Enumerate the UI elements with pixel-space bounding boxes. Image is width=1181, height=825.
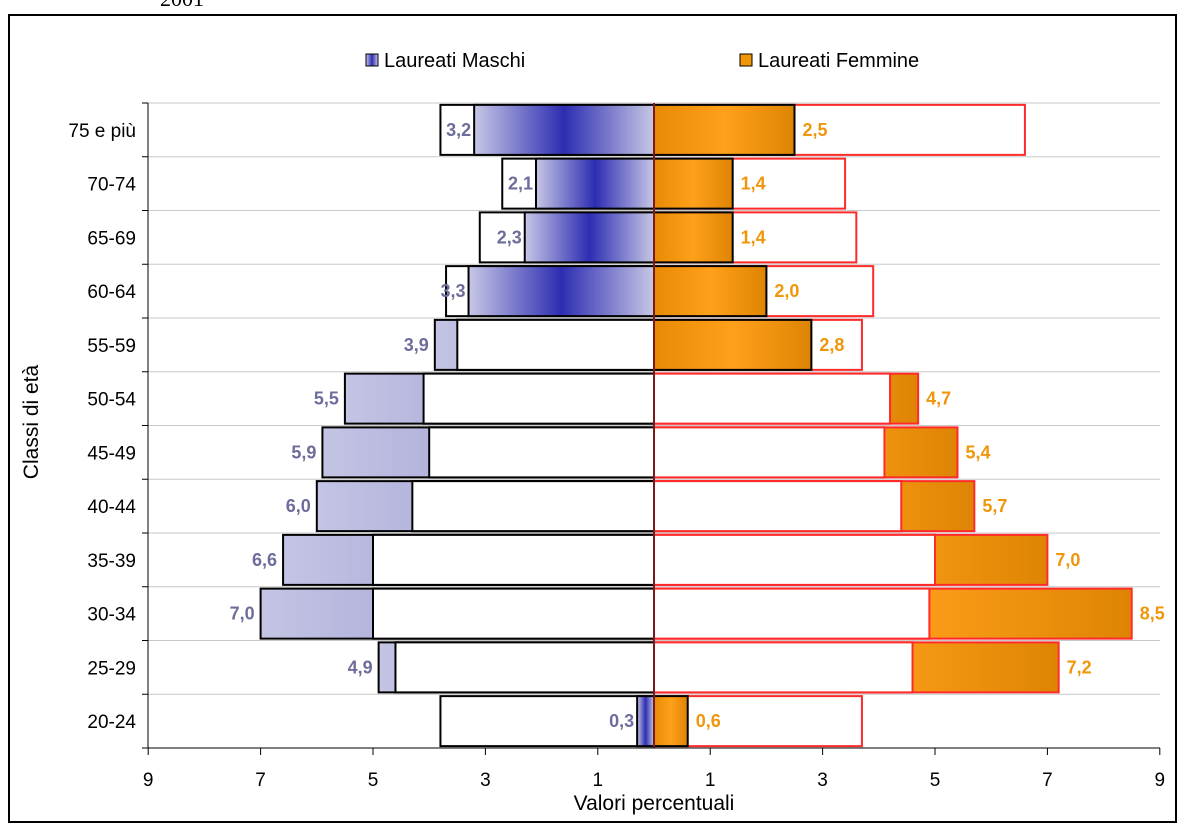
male-population-overlay-bar [428,426,656,479]
category-label: 50-54 [87,390,136,411]
x-tick-label: 7 [1042,770,1053,791]
x-tick-label: 7 [255,770,266,791]
male-value-label: 3,3 [441,281,466,301]
male-population-overlay-bar [372,587,655,640]
male-value-label: 7,0 [230,604,255,624]
x-axis-title: Valori percentuali [574,792,735,815]
female-value-label: 5,4 [965,442,990,462]
male-value-label: 2,1 [508,174,533,194]
x-tick-label: 9 [1155,770,1166,791]
female-value-label: 2,8 [819,335,844,355]
legend-swatch-male [365,53,379,67]
female-value-label: 7,0 [1055,550,1080,570]
male-value-label: 6,6 [252,550,277,570]
female-value-label: 0,6 [696,711,721,731]
axes: 75 e più 70-74 65-69 60-64 55-59 50-54 45-49 40… [68,102,1166,791]
male-value-label: 5,9 [291,442,316,462]
category-label: 65-69 [87,228,136,249]
category-label: 70-74 [87,175,136,196]
legend-label-male: Laureati Maschi [384,50,525,72]
male-population-overlay-bar [411,480,655,533]
female-bar [653,211,734,264]
female-value-label: 2,0 [774,281,799,301]
female-value-label: 7,2 [1067,657,1092,677]
category-label: 40-44 [87,497,136,518]
female-population-overlay-bar [653,533,936,586]
y-axis-title: Classi di età [20,364,43,479]
female-population-overlay-bar [653,480,903,533]
male-population-overlay-bar [456,318,655,371]
legend-label-female: Laureati Femmine [758,50,919,72]
data-labels: 3,2 2,5 2,1 1,4 2,3 1,4 3,3 2,0 3,9 2,8 5,5 4,7 5,9 5… [230,120,1165,731]
bars [259,103,1133,748]
female-value-label: 5,7 [982,496,1007,516]
x-tick-label: 1 [705,770,716,791]
category-label: 35-39 [87,551,136,572]
female-value-label: 1,4 [741,174,766,194]
top-caption: 2001 [160,0,204,12]
category-label: 75 e più [68,121,136,142]
female-value-label: 2,5 [803,120,828,140]
female-population-overlay-bar [653,426,886,479]
male-value-label: 3,9 [404,335,429,355]
category-label: 45-49 [87,443,136,464]
female-bar [653,157,734,210]
male-value-label: 6,0 [286,496,311,516]
legend-swatch-female [739,53,753,67]
category-label: 20-24 [87,712,136,733]
male-value-label: 3,2 [446,120,471,140]
category-label: 30-34 [87,605,136,626]
male-bar [534,157,655,210]
male-bar [523,211,655,264]
female-value-label: 4,7 [926,389,951,409]
female-population-overlay-bar [653,372,892,425]
x-tick-label: 9 [143,770,154,791]
x-tick-label: 3 [480,770,491,791]
category-label: 60-64 [87,282,136,303]
male-population-overlay-bar [372,533,655,586]
male-bar [636,695,656,748]
category-label: 25-29 [87,658,136,679]
x-tick-label: 5 [930,770,941,791]
male-value-label: 0,3 [609,711,634,731]
male-value-label: 5,5 [314,389,339,409]
female-bar [653,695,689,748]
female-population-overlay-bar [653,641,914,694]
female-bar [653,103,796,156]
male-value-label: 2,3 [497,227,522,247]
x-tick-label: 1 [593,770,604,791]
male-bar [473,103,655,156]
male-population-overlay-bar [394,641,655,694]
male-population-overlay-bar [422,372,655,425]
male-bar [467,265,656,318]
female-value-label: 8,5 [1140,604,1165,624]
female-value-label: 1,4 [741,227,766,247]
x-tick-label: 5 [368,770,379,791]
legend: Laureati Maschi Laureati Femmine [365,50,919,72]
category-label: 55-59 [87,336,136,357]
female-bar [653,265,768,318]
male-value-label: 4,9 [348,657,373,677]
female-bar [653,318,813,371]
female-population-overlay-bar [653,587,931,640]
x-tick-label: 3 [817,770,828,791]
